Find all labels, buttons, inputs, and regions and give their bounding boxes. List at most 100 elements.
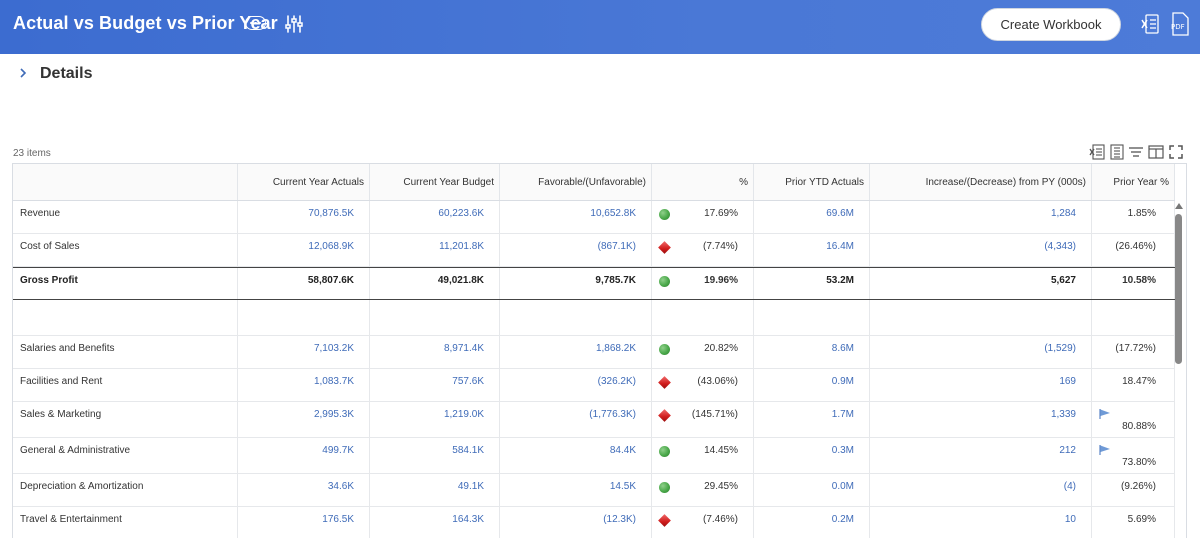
cell-prior-ytd[interactable]: 16.4M	[754, 234, 870, 266]
favorable-indicator-icon	[659, 482, 670, 493]
cell-prior-ytd[interactable]: 0.2M	[754, 507, 870, 538]
cell-increase[interactable]	[870, 300, 1092, 335]
cell-cyb[interactable]: 757.6K	[370, 369, 500, 401]
table-row[interactable]: Salaries and Benefits 7,103.2K 8,971.4K 1,8…	[13, 336, 1175, 369]
cell-increase[interactable]: (4,343)	[870, 234, 1092, 266]
flag-icon	[1099, 409, 1110, 419]
cell-fav[interactable]: 1,868.2K	[500, 336, 652, 368]
cell-cyb[interactable]: 584.1K	[370, 438, 500, 473]
column-header[interactable]: Prior YTD Actuals	[754, 164, 870, 200]
cell-prior-ytd: 53.2M	[754, 268, 870, 299]
cell-percent: 19.96%	[652, 268, 754, 299]
cell-percent: (7.46%)	[652, 507, 754, 538]
percent-value: (7.74%)	[702, 241, 738, 252]
filter-settings-icon[interactable]	[285, 14, 303, 34]
cell-prior-year-pct: 1.85%	[1092, 201, 1175, 233]
column-header[interactable]: Favorable/(Unfavorable)	[500, 164, 652, 200]
cell-cyb[interactable]: 11,201.8K	[370, 234, 500, 266]
table-row[interactable]: Cost of Sales 12,068.9K 11,201.8K (867.1K) (…	[13, 234, 1175, 267]
cell-increase[interactable]: (1,529)	[870, 336, 1092, 368]
table-row[interactable]: Revenue 70,876.5K 60,223.6K 10,652.8K 17.69%…	[13, 201, 1175, 234]
cell-cya[interactable]: 70,876.5K	[238, 201, 370, 233]
cell-fav[interactable]: 14.5K	[500, 474, 652, 506]
cell-fav[interactable]: (1,776.3K)	[500, 402, 652, 437]
cell-fav[interactable]: 10,652.8K	[500, 201, 652, 233]
chevron-right-icon[interactable]	[18, 66, 28, 80]
cell-cya[interactable]: 2,995.3K	[238, 402, 370, 437]
cell-prior-ytd[interactable]: 0.9M	[754, 369, 870, 401]
cell-increase[interactable]: 10	[870, 507, 1092, 538]
items-count: 23 items	[13, 148, 51, 159]
cell-cyb[interactable]: 164.3K	[370, 507, 500, 538]
cell-fav[interactable]: 84.4K	[500, 438, 652, 473]
cell-percent	[652, 300, 754, 335]
cell-cya[interactable]: 176.5K	[238, 507, 370, 538]
cell-cyb[interactable]: 8,971.4K	[370, 336, 500, 368]
cell-increase: 5,627	[870, 268, 1092, 299]
cell-prior-ytd[interactable]: 8.6M	[754, 336, 870, 368]
create-workbook-button[interactable]: Create Workbook	[981, 8, 1121, 41]
column-header[interactable]: Current Year Budget	[370, 164, 500, 200]
cell-fav[interactable]: (326.2K)	[500, 369, 652, 401]
export-excel-icon[interactable]	[1141, 13, 1159, 35]
cell-cyb[interactable]	[370, 300, 500, 335]
column-header[interactable]: Prior Year %	[1092, 164, 1175, 200]
favorable-indicator-icon	[659, 276, 670, 287]
table-row[interactable]: Gross Profit 58,807.6K 49,021.8K 9,785.7K 19…	[13, 267, 1175, 300]
vertical-scrollbar[interactable]	[1172, 200, 1184, 538]
cell-cya[interactable]: 499.7K	[238, 438, 370, 473]
cell-prior-ytd[interactable]	[754, 300, 870, 335]
cell-cyb[interactable]: 1,219.0K	[370, 402, 500, 437]
cell-cya[interactable]	[238, 300, 370, 335]
prior-year-pct-value: 80.88%	[1122, 421, 1156, 432]
cell-fav[interactable]: (867.1K)	[500, 234, 652, 266]
cell-increase[interactable]: 1,284	[870, 201, 1092, 233]
scroll-up-icon[interactable]	[1175, 203, 1183, 209]
table-row[interactable]	[13, 300, 1175, 336]
cell-cyb[interactable]: 49.1K	[370, 474, 500, 506]
table-row[interactable]: Sales & Marketing 2,995.3K 1,219.0K (1,776.…	[13, 402, 1175, 438]
table-row[interactable]: Travel & Entertainment 176.5K 164.3K (12.3K…	[13, 507, 1175, 538]
table-row[interactable]: Depreciation & Amortization 34.6K 49.1K 14.…	[13, 474, 1175, 507]
cell-percent: (7.74%)	[652, 234, 754, 266]
cell-fav[interactable]	[500, 300, 652, 335]
cell-percent: 14.45%	[652, 438, 754, 473]
cell-cya[interactable]: 1,083.7K	[238, 369, 370, 401]
view-as-table-icon[interactable]	[1109, 144, 1125, 160]
cell-prior-ytd[interactable]: 69.6M	[754, 201, 870, 233]
unfavorable-indicator-icon	[658, 376, 671, 389]
scrollbar-thumb[interactable]	[1175, 214, 1182, 364]
cell-increase[interactable]: 212	[870, 438, 1092, 473]
prior-year-pct-value: (17.72%)	[1115, 343, 1156, 354]
column-header[interactable]: Increase/(Decrease) from PY (000s)	[870, 164, 1092, 200]
cell-cya[interactable]: 12,068.9K	[238, 234, 370, 266]
percent-value: 29.45%	[704, 481, 738, 492]
cell-increase[interactable]: (4)	[870, 474, 1092, 506]
cell-prior-year-pct: 5.69%	[1092, 507, 1175, 538]
export-excel-icon[interactable]	[1089, 144, 1105, 160]
column-header[interactable]: %	[652, 164, 754, 200]
fullscreen-icon[interactable]	[1168, 144, 1184, 160]
table-row[interactable]: General & Administrative 499.7K 584.1K 84.4…	[13, 438, 1175, 474]
row-label	[13, 300, 238, 335]
cell-cya[interactable]: 34.6K	[238, 474, 370, 506]
table-row[interactable]: Facilities and Rent 1,083.7K 757.6K (326.2K…	[13, 369, 1175, 402]
column-header[interactable]: Current Year Actuals	[238, 164, 370, 200]
cell-prior-year-pct: (26.46%)	[1092, 234, 1175, 266]
cell-prior-year-pct: 80.88%	[1092, 402, 1175, 437]
export-pdf-icon[interactable]: PDF	[1170, 12, 1190, 36]
cell-increase[interactable]: 169	[870, 369, 1092, 401]
cell-cya[interactable]: 7,103.2K	[238, 336, 370, 368]
cell-prior-ytd[interactable]: 0.0M	[754, 474, 870, 506]
dot-icon	[258, 21, 262, 25]
cell-prior-year-pct	[1092, 300, 1175, 335]
cell-increase[interactable]: 1,339	[870, 402, 1092, 437]
cell-prior-ytd[interactable]: 1.7M	[754, 402, 870, 437]
more-actions-button[interactable]	[245, 16, 266, 30]
cell-prior-ytd[interactable]: 0.3M	[754, 438, 870, 473]
filter-icon[interactable]	[1128, 144, 1144, 160]
percent-value: (145.71%)	[691, 409, 738, 420]
cell-cyb[interactable]: 60,223.6K	[370, 201, 500, 233]
cell-fav[interactable]: (12.3K)	[500, 507, 652, 538]
column-layout-icon[interactable]	[1148, 144, 1164, 160]
